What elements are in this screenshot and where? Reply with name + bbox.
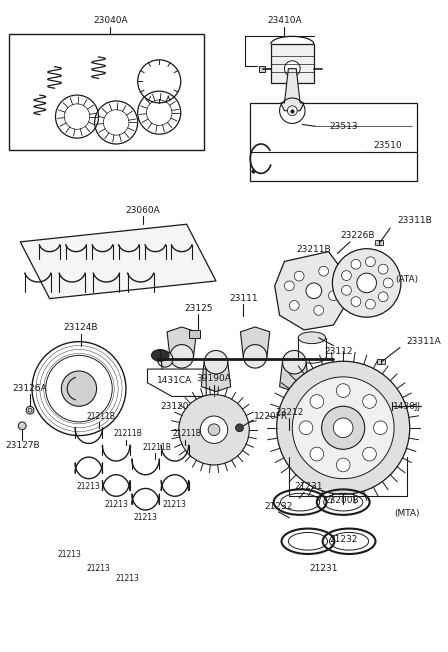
Text: 23311A: 23311A bbox=[407, 337, 442, 346]
Circle shape bbox=[61, 371, 97, 406]
Text: 21211B: 21211B bbox=[113, 429, 142, 438]
Circle shape bbox=[283, 351, 306, 374]
Text: 21231: 21231 bbox=[310, 564, 338, 573]
Text: 21211B: 21211B bbox=[143, 443, 172, 452]
Text: 23060A: 23060A bbox=[125, 206, 160, 215]
Text: 23510: 23510 bbox=[373, 141, 401, 151]
Bar bbox=[375, 240, 383, 244]
Circle shape bbox=[366, 299, 375, 309]
Text: 21232: 21232 bbox=[329, 535, 358, 544]
Text: 1220FR: 1220FR bbox=[254, 411, 288, 421]
Ellipse shape bbox=[151, 349, 169, 361]
Text: 1430JJ: 1430JJ bbox=[393, 402, 421, 411]
Ellipse shape bbox=[298, 332, 326, 344]
Text: 21213: 21213 bbox=[104, 499, 128, 509]
Circle shape bbox=[332, 248, 401, 317]
Circle shape bbox=[299, 421, 313, 435]
Text: 21211B: 21211B bbox=[172, 429, 201, 438]
Circle shape bbox=[204, 351, 228, 374]
Circle shape bbox=[288, 106, 297, 115]
Text: 23200B: 23200B bbox=[324, 496, 358, 505]
Text: 21213: 21213 bbox=[86, 564, 111, 573]
Polygon shape bbox=[167, 327, 196, 357]
Polygon shape bbox=[201, 361, 231, 392]
Circle shape bbox=[306, 283, 322, 299]
Circle shape bbox=[319, 266, 328, 276]
Text: 23211B: 23211B bbox=[297, 245, 331, 254]
Polygon shape bbox=[280, 68, 304, 111]
Text: 23126A: 23126A bbox=[13, 384, 47, 393]
Text: 23125: 23125 bbox=[184, 304, 213, 313]
Text: 23513: 23513 bbox=[329, 122, 358, 131]
Text: 1431CA: 1431CA bbox=[157, 376, 193, 385]
Circle shape bbox=[208, 424, 220, 436]
Polygon shape bbox=[20, 224, 216, 299]
Text: (MTA): (MTA) bbox=[394, 509, 419, 518]
Circle shape bbox=[336, 458, 350, 472]
Text: 23311B: 23311B bbox=[397, 216, 432, 225]
Circle shape bbox=[277, 361, 410, 494]
Circle shape bbox=[314, 305, 323, 315]
Text: 21231: 21231 bbox=[295, 482, 323, 491]
Circle shape bbox=[351, 297, 361, 306]
Text: 21213: 21213 bbox=[116, 574, 140, 583]
Bar bbox=[189, 330, 200, 338]
Text: (ATA): (ATA) bbox=[395, 274, 418, 284]
Text: 21232: 21232 bbox=[264, 501, 293, 511]
Text: 23040A: 23040A bbox=[93, 16, 128, 25]
Circle shape bbox=[378, 292, 388, 302]
Circle shape bbox=[328, 291, 338, 301]
Circle shape bbox=[200, 416, 228, 443]
Text: 23127B: 23127B bbox=[5, 441, 39, 450]
Circle shape bbox=[341, 286, 351, 295]
Circle shape bbox=[336, 384, 350, 398]
Circle shape bbox=[292, 377, 394, 479]
Polygon shape bbox=[280, 361, 309, 392]
Bar bbox=[250, 103, 417, 181]
Circle shape bbox=[284, 61, 300, 76]
Bar bbox=[377, 359, 385, 364]
Circle shape bbox=[357, 273, 376, 293]
Circle shape bbox=[26, 406, 34, 414]
Bar bbox=[271, 44, 314, 83]
Circle shape bbox=[294, 271, 304, 281]
Circle shape bbox=[236, 424, 243, 432]
Text: 23120: 23120 bbox=[161, 402, 189, 411]
Circle shape bbox=[366, 257, 375, 267]
Text: 23124B: 23124B bbox=[64, 323, 98, 333]
Circle shape bbox=[362, 394, 376, 408]
Circle shape bbox=[383, 278, 393, 288]
Circle shape bbox=[362, 447, 376, 461]
Circle shape bbox=[289, 301, 299, 310]
Circle shape bbox=[243, 345, 267, 368]
Circle shape bbox=[374, 421, 387, 435]
Circle shape bbox=[18, 422, 26, 430]
Circle shape bbox=[322, 406, 365, 449]
Circle shape bbox=[310, 447, 324, 461]
Text: 23112: 23112 bbox=[324, 347, 353, 356]
Circle shape bbox=[310, 394, 324, 408]
Circle shape bbox=[170, 345, 194, 368]
Circle shape bbox=[351, 259, 361, 269]
Circle shape bbox=[179, 394, 249, 465]
Circle shape bbox=[157, 351, 173, 367]
Text: 21213: 21213 bbox=[163, 499, 187, 509]
Circle shape bbox=[378, 264, 388, 274]
Text: 23226B: 23226B bbox=[340, 231, 375, 241]
Text: 23410A: 23410A bbox=[267, 16, 302, 25]
Text: 21213: 21213 bbox=[77, 482, 101, 491]
Circle shape bbox=[333, 418, 353, 437]
Text: 21213: 21213 bbox=[134, 513, 157, 522]
Bar bbox=[259, 66, 265, 72]
Text: 39190A: 39190A bbox=[197, 374, 232, 383]
Text: 23111: 23111 bbox=[229, 294, 258, 303]
Text: 23212: 23212 bbox=[275, 408, 304, 417]
Circle shape bbox=[284, 281, 294, 291]
Polygon shape bbox=[275, 252, 348, 330]
Text: 21211B: 21211B bbox=[86, 411, 115, 421]
Bar bbox=[9, 35, 204, 150]
Circle shape bbox=[341, 271, 351, 280]
Polygon shape bbox=[241, 327, 270, 357]
Text: 21213: 21213 bbox=[57, 550, 81, 559]
